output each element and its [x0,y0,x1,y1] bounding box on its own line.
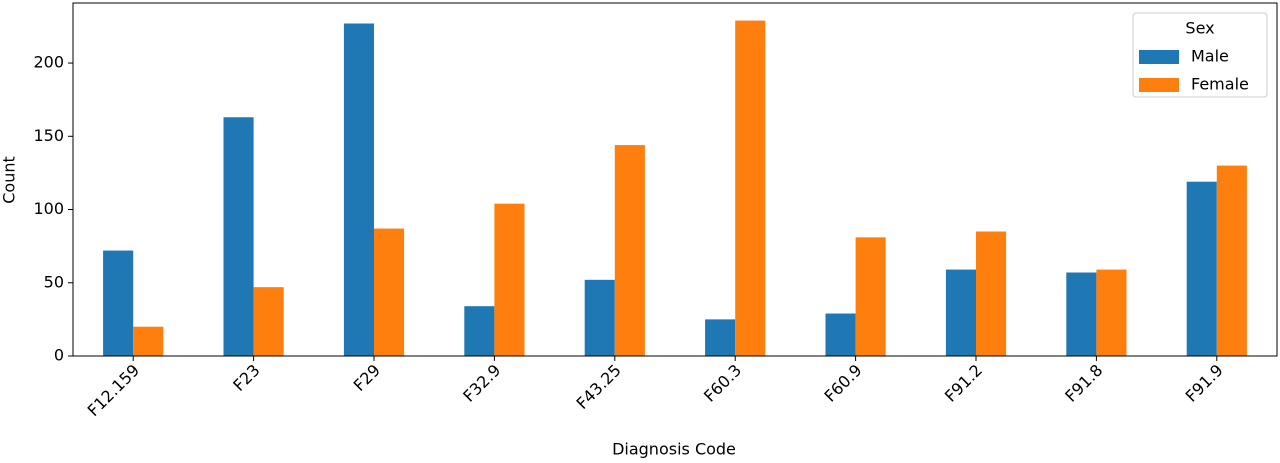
bar [133,326,164,356]
y-tick-label: 200 [33,53,64,72]
bar [253,287,284,356]
y-tick-label: 150 [33,126,64,145]
bar [825,313,856,356]
bar [494,203,525,356]
bar [374,228,405,356]
y-tick-label: 50 [44,272,64,291]
x-tick-label: F91.9 [1182,361,1227,406]
x-tick-label: F43.25 [572,361,624,413]
bar [1216,165,1247,356]
bar [584,279,615,356]
x-tick-label: F23 [229,361,263,395]
legend-box [1132,12,1268,98]
legend-swatch [1139,50,1179,64]
y-axis-label: Count [0,156,19,204]
bar [976,231,1007,356]
bar [1066,272,1097,356]
legend-title: Sex [1185,19,1214,38]
bar [735,20,766,357]
bar [223,117,254,356]
bar [705,319,736,356]
bar [464,306,495,356]
legend-label: Male [1191,47,1229,66]
bar [945,269,976,356]
legend-swatch [1139,78,1179,92]
x-tick-label: F91.2 [941,361,986,406]
legend-label: Female [1191,75,1249,94]
plot-frame [72,2,1278,357]
bar [103,250,134,356]
x-tick-label: F60.9 [820,361,865,406]
y-tick-label: 0 [54,346,64,365]
x-tick-label: F60.3 [700,361,745,406]
bar [1186,181,1217,356]
legend: Sex Male Female [1132,12,1268,98]
y-tick-label: 100 [33,199,64,218]
bar [614,145,645,356]
x-tick-label: F32.9 [459,361,504,406]
bar [343,23,374,356]
bar [855,237,886,356]
x-tick-label: F29 [350,361,384,395]
x-tick-label: F12.159 [84,361,144,421]
bar [1096,269,1127,356]
x-axis-label: Diagnosis Code [612,440,736,459]
x-tick-label: F91.8 [1061,361,1106,406]
